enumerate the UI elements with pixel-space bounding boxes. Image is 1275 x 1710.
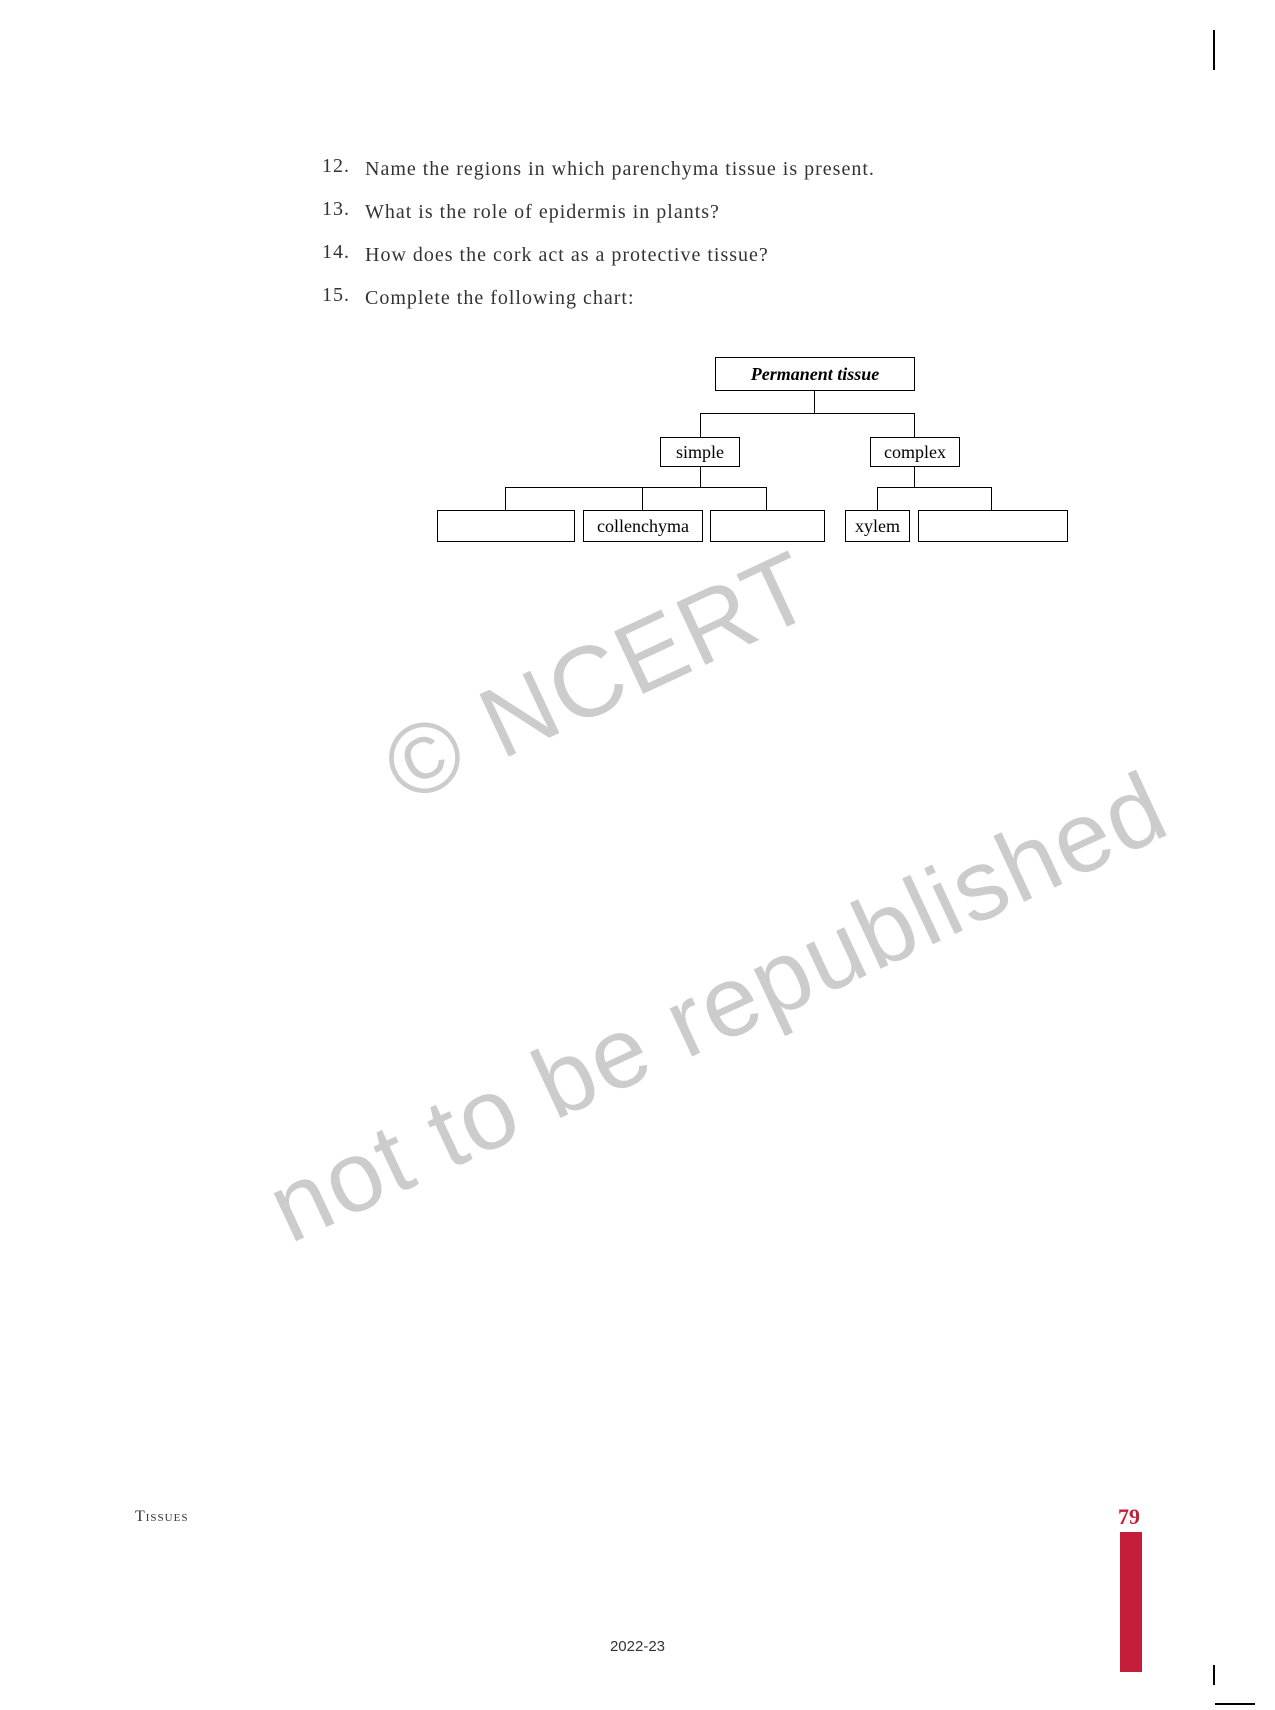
chart-connector — [505, 487, 506, 510]
chart-connector — [505, 487, 767, 488]
chart-connector — [991, 487, 992, 510]
question-text: How does the cork act as a protective ti… — [365, 241, 1140, 269]
page-footer: Tissues 79 — [135, 1504, 1140, 1530]
chart-connector — [700, 467, 701, 487]
tree-chart: Permanent tissue simple complex collenchyma… — [135, 357, 1140, 577]
footer-chapter-title: Tissues — [135, 1508, 188, 1526]
question-item: 12. Name the regions in which parenchyma… — [305, 155, 1140, 183]
chart-connector — [877, 487, 992, 488]
question-item: 13. What is the role of epidermis in pla… — [305, 198, 1140, 226]
chart-connector — [700, 413, 915, 414]
question-text: Name the regions in which parenchyma tis… — [365, 155, 1140, 183]
chart-connector — [877, 487, 878, 510]
chart-node: complex — [870, 437, 960, 467]
footer-page-number: 79 — [1118, 1504, 1140, 1530]
question-list: 12. Name the regions in which parenchyma… — [305, 155, 1140, 312]
question-number: 14. — [305, 241, 350, 269]
chart-node — [710, 510, 825, 542]
chart-connector — [700, 413, 701, 437]
chart-connector — [914, 467, 915, 487]
chart-connector — [642, 487, 643, 510]
crop-mark-top-right — [1175, 30, 1215, 70]
chart-node: Permanent tissue — [715, 357, 915, 391]
page-container: 12. Name the regions in which parenchyma… — [0, 0, 1275, 1710]
question-number: 15. — [305, 284, 350, 312]
chart-connector — [914, 413, 915, 437]
crop-mark-bottom-right — [1175, 1665, 1215, 1705]
chart-node: xylem — [845, 510, 910, 542]
chart-node: collenchyma — [583, 510, 703, 542]
question-text: What is the role of epidermis in plants? — [365, 198, 1140, 226]
question-item: 14. How does the cork act as a protectiv… — [305, 241, 1140, 269]
footer-year: 2022-23 — [0, 1638, 1275, 1655]
chart-node — [918, 510, 1068, 542]
question-number: 13. — [305, 198, 350, 226]
question-text: Complete the following chart: — [365, 284, 1140, 312]
question-number: 12. — [305, 155, 350, 183]
chart-connector — [766, 487, 767, 510]
chart-node: simple — [660, 437, 740, 467]
question-item: 15. Complete the following chart: — [305, 284, 1140, 312]
watermark-republish: not to be republished — [251, 749, 1184, 1266]
chart-node — [437, 510, 575, 542]
chart-connector — [814, 391, 815, 413]
